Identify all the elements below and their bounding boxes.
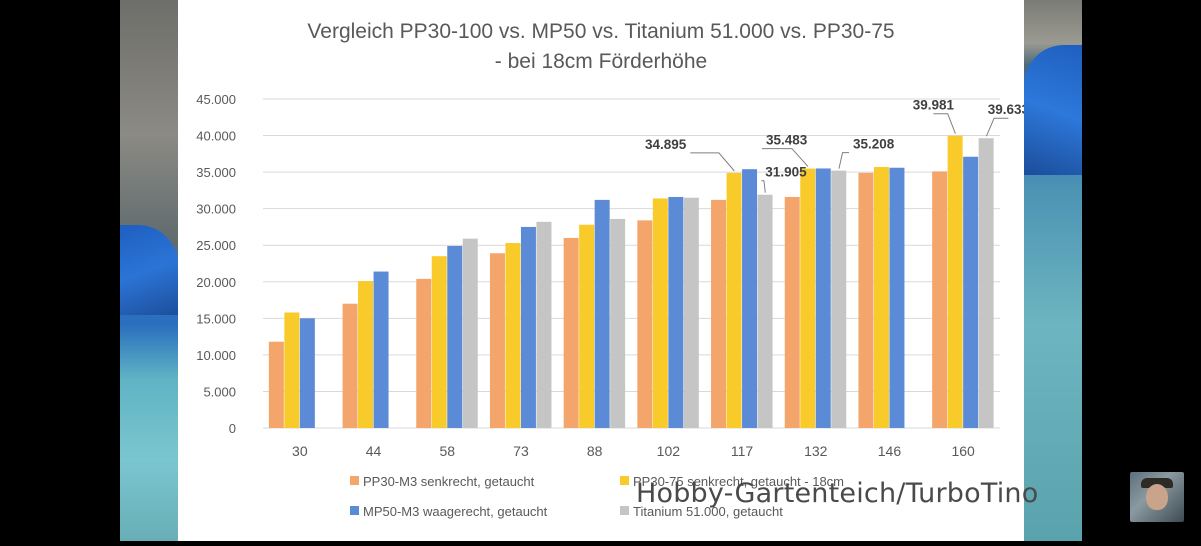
bar-mp50-m3-44 — [373, 271, 389, 428]
pool-rim-right — [1024, 45, 1082, 175]
bar-titanium-117 — [757, 194, 773, 428]
y-tick-label: 10.000 — [196, 348, 236, 363]
bar-pp30-75-132 — [800, 168, 816, 429]
y-tick-label: 40.000 — [196, 129, 236, 144]
y-tick-label: 45.000 — [196, 92, 236, 107]
data-label-leader — [838, 152, 849, 169]
bar-pp30-m3-88 — [563, 237, 579, 428]
bar-mp50-m3-160 — [963, 156, 979, 428]
bar-pp30-75-44 — [358, 281, 374, 428]
y-tick-label: 5.000 — [203, 384, 236, 399]
data-label-leader — [761, 180, 766, 193]
channel-avatar-icon[interactable] — [1130, 472, 1184, 522]
data-label: 39.981 — [913, 98, 955, 113]
y-tick-label: 15.000 — [196, 311, 236, 326]
bar-pp30-75-102 — [652, 198, 668, 428]
data-label: 39.633 — [988, 102, 1024, 117]
x-tick-label: 58 — [439, 443, 455, 459]
bar-pp30-75-160 — [947, 135, 963, 429]
avatar-face — [1146, 484, 1168, 510]
data-label: 35.483 — [766, 133, 808, 148]
data-labels: 34.895 31.905 35.483 35.208 39.981 39.633 — [645, 98, 1030, 193]
data-label-leader — [985, 117, 1009, 137]
legend-label: Titanium 51.000, getaucht — [633, 504, 783, 519]
bar-titanium-58 — [462, 238, 478, 428]
x-tick-label: 146 — [878, 443, 902, 459]
bar-pp30-m3-146 — [858, 172, 874, 428]
y-tick-label: 25.000 — [196, 238, 236, 253]
bar-pp30-m3-117 — [711, 199, 727, 428]
legend-label: MP50-M3 waagerecht, getaucht — [363, 504, 548, 519]
legend-label: PP30-75 senkrecht, getaucht - 18cm — [633, 474, 844, 489]
bar-pp30-m3-30 — [268, 341, 284, 428]
chart-title: Vergleich PP30-100 vs. MP50 vs. Titanium… — [307, 20, 894, 43]
bar-mp50-m3-88 — [594, 199, 610, 428]
bar-pp30-m3-102 — [637, 220, 653, 428]
bar-titanium-102 — [683, 197, 699, 428]
y-tick-label: 0 — [229, 421, 236, 436]
x-tick-label: 102 — [657, 443, 681, 459]
bar-mp50-m3-58 — [447, 245, 463, 428]
bar-mp50-m3-146 — [889, 167, 905, 429]
background-pool-left — [120, 0, 178, 541]
bar-titanium-73 — [536, 221, 552, 428]
bar-pp30-75-88 — [579, 224, 595, 428]
bars — [268, 135, 994, 429]
x-tick-label: 30 — [292, 443, 308, 459]
background-pool-right — [1024, 0, 1082, 541]
data-label: 35.208 — [853, 137, 895, 152]
bar-pp30-m3-58 — [416, 278, 432, 428]
chart-subtitle: - bei 18cm Förderhöhe — [495, 50, 707, 73]
bar-pp30-75-117 — [726, 172, 742, 428]
legend: PP30-M3 senkrecht, getaucht PP30-75 senkr… — [350, 474, 844, 519]
bar-pp30-75-146 — [873, 166, 889, 428]
bar-chart: Vergleich PP30-100 vs. MP50 vs. Titanium… — [196, 20, 1030, 519]
bar-pp30-m3-73 — [489, 253, 505, 428]
y-tick-label: 35.000 — [196, 165, 236, 180]
x-tick-label: 132 — [804, 443, 828, 459]
data-label-leader — [762, 148, 809, 167]
bar-pp30-75-58 — [431, 256, 447, 428]
bar-pp30-m3-44 — [342, 303, 358, 428]
bar-titanium-132 — [831, 170, 847, 428]
chart-panel: Vergleich PP30-100 vs. MP50 vs. Titanium… — [178, 0, 1030, 541]
x-axis-ticks: 30 44 58 73 88 102 117 132 146 160 — [292, 443, 975, 459]
data-label: 31.905 — [765, 165, 807, 180]
y-axis-ticks: 0 5.000 10.000 15.000 20.000 25.000 30.000 35.0… — [196, 92, 236, 436]
x-tick-label: 117 — [731, 443, 754, 459]
x-tick-label: 44 — [366, 443, 382, 459]
pool-rim-left — [120, 225, 178, 315]
bar-mp50-m3-132 — [815, 168, 831, 428]
x-tick-label: 73 — [513, 443, 529, 459]
x-tick-label: 160 — [951, 443, 975, 459]
bar-titanium-88 — [610, 218, 626, 428]
bar-mp50-m3-30 — [299, 318, 315, 428]
bar-mp50-m3-102 — [668, 196, 684, 428]
bar-titanium-160 — [978, 138, 994, 428]
bar-mp50-m3-73 — [520, 226, 536, 428]
y-tick-label: 20.000 — [196, 275, 236, 290]
x-tick-label: 88 — [587, 443, 603, 459]
channel-watermark: Hobby-Gartenteich/TurboTino — [636, 478, 1039, 509]
bar-mp50-m3-117 — [742, 169, 758, 429]
y-tick-label: 30.000 — [196, 202, 236, 217]
bar-pp30-m3-160 — [932, 171, 948, 428]
legend-swatch — [350, 506, 359, 515]
legend-swatch — [350, 476, 359, 485]
legend-swatch — [620, 506, 629, 515]
data-label-leader — [933, 113, 956, 134]
data-label: 34.895 — [645, 137, 687, 152]
bar-pp30-m3-132 — [784, 196, 800, 428]
bar-pp30-75-73 — [505, 243, 521, 428]
avatar-hat — [1141, 478, 1173, 488]
data-label-leader — [690, 152, 735, 172]
legend-swatch — [620, 476, 629, 485]
bar-pp30-75-30 — [284, 312, 300, 428]
legend-label: PP30-M3 senkrecht, getaucht — [363, 474, 535, 489]
